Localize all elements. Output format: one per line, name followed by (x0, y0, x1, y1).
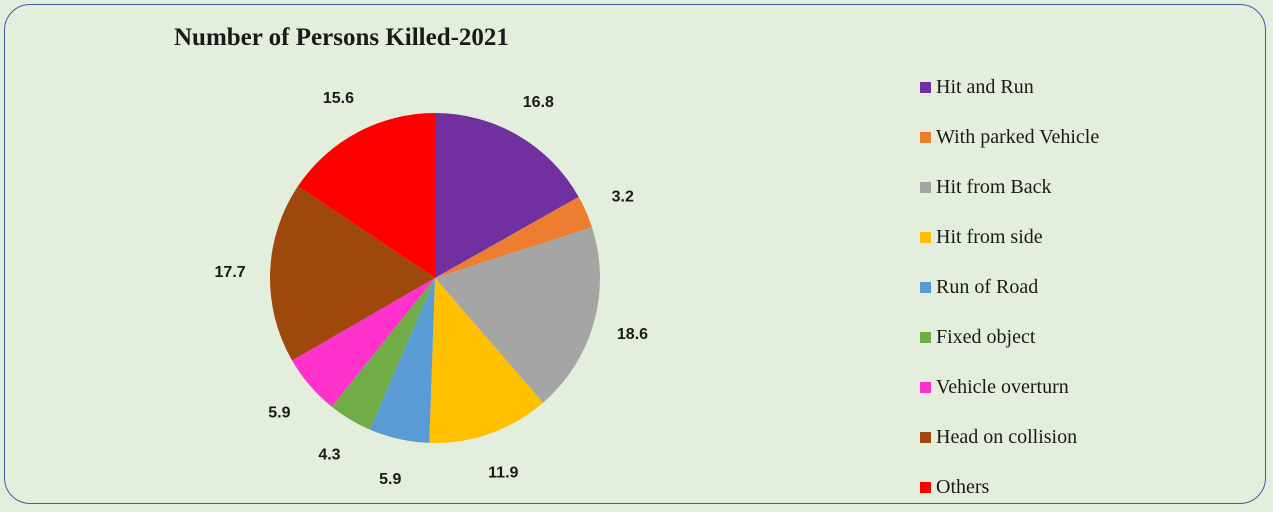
legend-label: Head on collision (936, 425, 1078, 448)
legend-swatch (920, 181, 931, 193)
legend-swatch (920, 231, 931, 243)
legend-item-with-parked-vehicle: With parked Vehicle (920, 112, 1099, 162)
legend-label: Others (936, 475, 990, 498)
legend-item-others: Others (920, 462, 1099, 512)
pie-slice-others (297, 113, 435, 278)
pie-slice-hit-and-run (435, 113, 579, 278)
pie-chart: 16.8 3.2 18.6 11.9 5.9 4.3 5.9 17.7 15.6 (215, 90, 649, 488)
chart-title: Number of Persons Killed-2021 (174, 24, 509, 51)
legend-label: Hit from Back (936, 175, 1052, 198)
legend-label: With parked Vehicle (936, 125, 1100, 148)
data-label-hit-from-side: 11.9 (488, 464, 518, 481)
legend-label: Run of Road (936, 275, 1039, 298)
legend-item-hit-from-side: Hit from side (920, 212, 1099, 262)
legend-swatch (920, 131, 931, 143)
legend-label: Fixed object (936, 325, 1036, 348)
data-label-hit-and-run: 16.8 (523, 94, 554, 111)
chart-legend: Hit and Run With parked Vehicle Hit from B… (920, 62, 1099, 512)
pie-slice-hit-from-back (435, 227, 600, 403)
legend-label: Hit from side (936, 225, 1043, 248)
legend-swatch (920, 431, 931, 443)
pie-slice-head-on-collision (270, 186, 435, 361)
legend-swatch (920, 381, 931, 393)
legend-label: Vehicle overturn (936, 375, 1069, 398)
data-label-with-parked-vehicle: 3.2 (612, 189, 634, 206)
legend-label: Hit and Run (936, 75, 1034, 98)
pie-slice-fixed-object (331, 278, 435, 430)
data-label-others: 15.6 (323, 90, 354, 107)
data-label-head-on-collision: 17.7 (215, 264, 246, 281)
legend-swatch (920, 481, 931, 493)
pie-slice-vehicle-overturn (292, 278, 435, 407)
data-label-hit-from-back: 18.6 (617, 326, 648, 343)
data-label-fixed-object: 4.3 (318, 447, 340, 464)
data-label-run-of-road: 5.9 (379, 471, 401, 488)
legend-swatch (920, 331, 931, 343)
legend-item-fixed-object: Fixed object (920, 312, 1099, 362)
legend-item-run-of-road: Run of Road (920, 262, 1099, 312)
pie-slice-run-of-road (369, 278, 435, 443)
legend-item-vehicle-overturn: Vehicle overturn (920, 362, 1099, 412)
legend-item-head-on-collision: Head on collision (920, 412, 1099, 462)
legend-swatch (920, 281, 931, 293)
legend-item-hit-from-back: Hit from Back (920, 162, 1099, 212)
chart-panel (4, 4, 1266, 504)
legend-swatch (920, 81, 931, 93)
data-label-vehicle-overturn: 5.9 (268, 404, 290, 421)
pie-slice-with-parked-vehicle (435, 196, 592, 278)
legend-item-hit-and-run: Hit and Run (920, 62, 1099, 112)
pie-slice-hit-from-side (429, 278, 544, 443)
